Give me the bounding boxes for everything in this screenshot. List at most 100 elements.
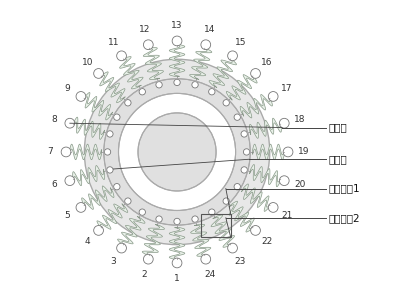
Circle shape — [104, 149, 111, 155]
Circle shape — [241, 131, 248, 137]
Circle shape — [174, 79, 180, 86]
Polygon shape — [142, 224, 164, 256]
Polygon shape — [253, 144, 285, 160]
Circle shape — [117, 243, 127, 253]
Text: 主通道: 主通道 — [328, 154, 347, 164]
Circle shape — [156, 216, 162, 222]
Circle shape — [251, 225, 260, 235]
Text: 16: 16 — [261, 58, 273, 67]
Circle shape — [156, 82, 162, 88]
Circle shape — [223, 100, 229, 106]
Circle shape — [172, 258, 182, 268]
Polygon shape — [70, 144, 101, 160]
Text: 反应池: 反应池 — [328, 123, 347, 132]
Polygon shape — [118, 216, 145, 246]
Circle shape — [94, 225, 103, 235]
Polygon shape — [211, 215, 234, 247]
Circle shape — [114, 184, 120, 190]
Polygon shape — [209, 58, 236, 88]
Text: 1: 1 — [174, 274, 180, 283]
Text: 3: 3 — [111, 257, 117, 266]
Text: 13: 13 — [171, 21, 183, 30]
Polygon shape — [82, 186, 114, 209]
Text: 5: 5 — [64, 211, 70, 220]
Polygon shape — [240, 94, 272, 118]
Circle shape — [125, 198, 131, 204]
Circle shape — [84, 59, 270, 245]
Circle shape — [201, 40, 211, 50]
Text: 17: 17 — [281, 84, 293, 93]
Text: 4: 4 — [84, 237, 90, 246]
Circle shape — [117, 51, 127, 61]
Circle shape — [251, 68, 260, 78]
Text: 7: 7 — [47, 147, 53, 156]
Polygon shape — [73, 166, 105, 186]
Circle shape — [104, 79, 250, 225]
Circle shape — [65, 118, 75, 128]
Text: 21: 21 — [281, 211, 293, 220]
Circle shape — [223, 198, 229, 204]
Circle shape — [174, 218, 180, 225]
Polygon shape — [97, 204, 128, 230]
Text: 15: 15 — [235, 38, 246, 47]
Text: 19: 19 — [298, 147, 310, 156]
Text: 18: 18 — [294, 115, 305, 123]
Text: 11: 11 — [108, 38, 119, 47]
Text: 22: 22 — [261, 237, 272, 246]
Circle shape — [192, 82, 198, 88]
Text: 2: 2 — [141, 270, 147, 279]
Polygon shape — [250, 118, 281, 138]
Circle shape — [172, 36, 182, 46]
Polygon shape — [73, 117, 105, 139]
Text: 14: 14 — [204, 25, 216, 34]
Circle shape — [268, 91, 278, 101]
Text: 9: 9 — [64, 84, 70, 93]
Circle shape — [192, 216, 198, 222]
Circle shape — [119, 93, 236, 210]
Polygon shape — [229, 201, 255, 232]
Circle shape — [268, 202, 278, 212]
Circle shape — [228, 243, 238, 253]
Text: 6: 6 — [52, 180, 57, 189]
Circle shape — [94, 68, 103, 78]
Text: 8: 8 — [52, 115, 57, 123]
Circle shape — [107, 131, 113, 137]
Circle shape — [209, 209, 215, 215]
Circle shape — [228, 51, 238, 61]
Circle shape — [283, 147, 293, 157]
Polygon shape — [189, 48, 212, 80]
Polygon shape — [191, 224, 211, 256]
Polygon shape — [241, 184, 271, 211]
Polygon shape — [169, 228, 185, 259]
Circle shape — [114, 114, 120, 120]
Circle shape — [76, 91, 86, 101]
Circle shape — [125, 100, 131, 106]
Circle shape — [244, 149, 250, 155]
Text: 进出样口1: 进出样口1 — [328, 184, 360, 193]
Text: 12: 12 — [139, 25, 150, 34]
Text: 10: 10 — [82, 58, 93, 67]
Circle shape — [139, 209, 145, 215]
Circle shape — [76, 202, 86, 212]
Text: 20: 20 — [294, 180, 305, 189]
Circle shape — [65, 176, 75, 186]
Circle shape — [209, 89, 215, 95]
Circle shape — [143, 254, 153, 264]
Circle shape — [143, 40, 153, 50]
Polygon shape — [83, 92, 113, 120]
Circle shape — [234, 184, 240, 190]
Circle shape — [139, 89, 145, 95]
Text: 24: 24 — [204, 270, 215, 279]
Circle shape — [234, 114, 240, 120]
Polygon shape — [119, 57, 143, 89]
Polygon shape — [169, 45, 185, 76]
Circle shape — [201, 254, 211, 264]
Circle shape — [61, 147, 71, 157]
Circle shape — [279, 176, 289, 186]
Text: 23: 23 — [235, 257, 246, 266]
Circle shape — [138, 113, 216, 191]
Circle shape — [107, 167, 113, 173]
Polygon shape — [226, 74, 257, 100]
Bar — [201, 214, 231, 237]
Circle shape — [241, 167, 248, 173]
